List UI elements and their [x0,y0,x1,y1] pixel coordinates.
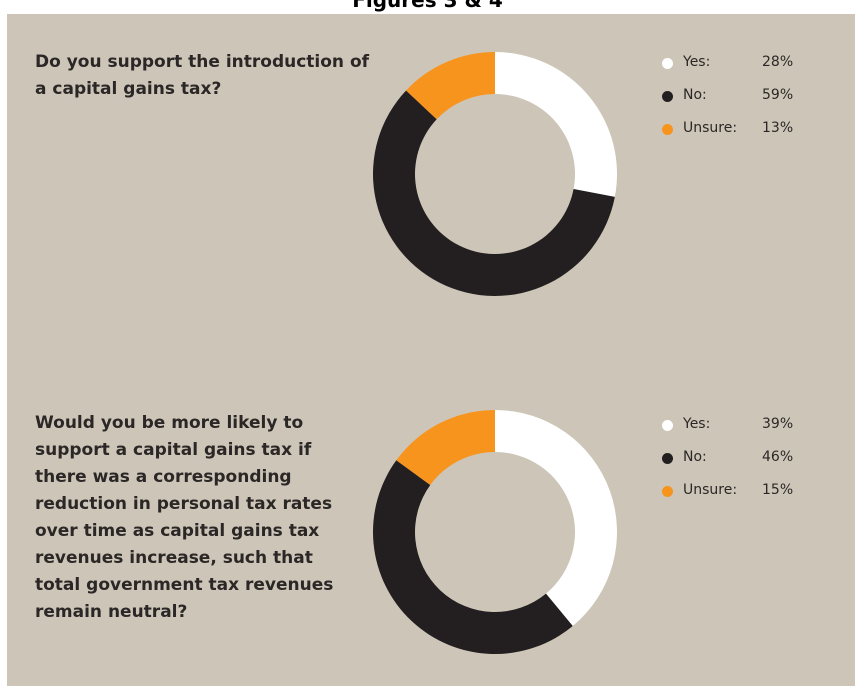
chart-1-title: Do you support the introduction of a cap… [35,52,370,99]
chart-2-title: Would you be more likely to support a ca… [35,413,334,622]
legend-label-yes: Yes: [683,416,711,432]
donut-slice-no [373,460,573,654]
donut-slice-unsure [396,410,495,485]
legend-value-no: 59% [762,87,794,103]
donut-chart-2 [373,410,617,654]
legend-label-unsure: Unsure: [683,120,738,136]
legend-swatch-no [662,91,673,102]
legend-swatch-no [662,453,673,464]
legend-label-yes: Yes: [683,54,711,70]
donut-slice-yes [495,410,617,627]
legend-value-unsure: 15% [762,482,794,498]
legend-value-no: 46% [762,449,794,465]
donut-slice-no [373,90,615,296]
legend-swatch-yes [662,420,673,431]
legend-value-yes: 28% [762,54,794,70]
legend-swatch-unsure [662,124,673,135]
legend-value-yes: 39% [762,416,794,432]
legend-value-unsure: 13% [762,120,794,136]
chart-panel: Do you support the introduction of a cap… [7,14,855,686]
legend-label-unsure: Unsure: [683,482,738,498]
legend-swatch-yes [662,58,673,69]
figure-title: Figures 3 & 4 [352,0,503,12]
donut-slice-yes [495,52,617,197]
legend-label-no: No: [683,449,707,465]
legend-label-no: No: [683,87,707,103]
donut-slice-unsure [406,52,495,120]
legend-swatch-unsure [662,486,673,497]
donut-chart-1 [373,52,617,296]
